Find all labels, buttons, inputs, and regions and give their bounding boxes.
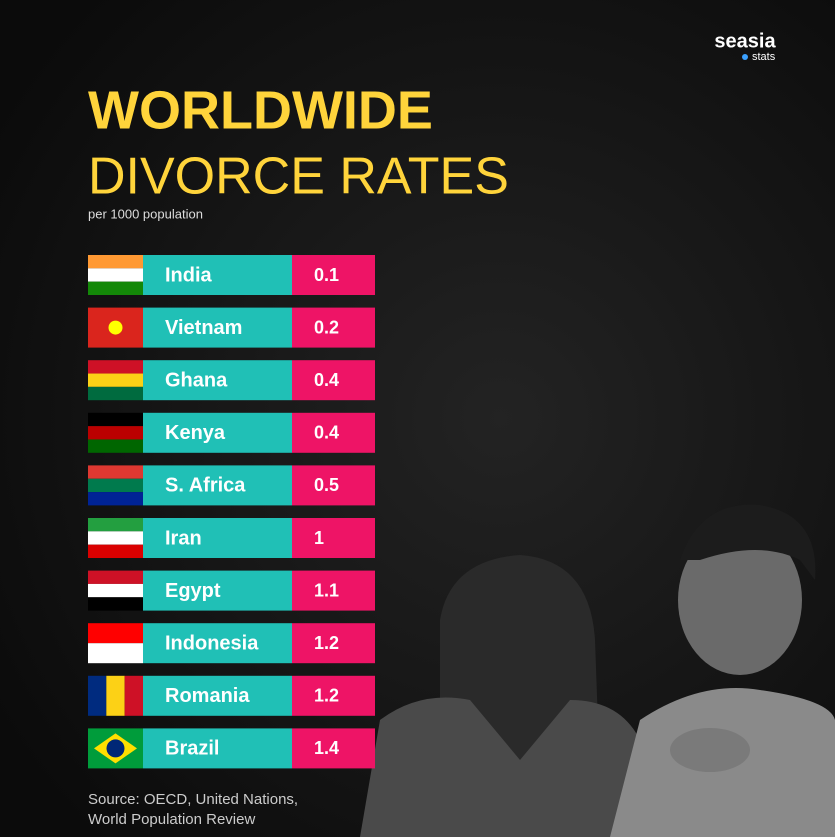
flag-stripe — [88, 465, 143, 479]
flag-stripe — [88, 386, 143, 401]
name-cell — [143, 623, 292, 664]
flag-stripe — [88, 623, 143, 644]
flag-stripe — [88, 268, 143, 282]
flag-stripe — [88, 675, 107, 716]
flag-stripe — [88, 583, 143, 598]
value-cell — [292, 623, 375, 664]
value-cell — [292, 728, 375, 769]
value-cell — [292, 412, 375, 453]
divorce-rate: 1.4 — [314, 738, 339, 758]
flag-stripe — [88, 597, 143, 611]
country-name: India — [165, 264, 213, 286]
photo — [360, 504, 835, 837]
name-cell — [143, 570, 292, 611]
flag-stripe — [88, 426, 143, 440]
flag-stripe — [106, 675, 125, 716]
flag-stripe — [88, 570, 143, 584]
logo-dot — [742, 54, 748, 60]
value-cell — [292, 465, 375, 506]
name-cell — [143, 465, 292, 506]
value-cell — [292, 307, 375, 348]
divorce-rate: 0.2 — [314, 317, 339, 337]
flag-stripe — [88, 518, 143, 532]
name-cell — [143, 255, 292, 295]
name-cell — [143, 307, 292, 348]
country-name: Ghana — [165, 369, 228, 391]
flag-stripe — [88, 478, 143, 493]
divorce-rate: 1 — [314, 528, 324, 548]
flag-stripe — [88, 373, 143, 387]
value-cell — [292, 570, 375, 611]
flag-globe — [106, 739, 125, 758]
flag-stripe — [88, 255, 143, 269]
country-name: S. Africa — [165, 475, 246, 497]
name-cell — [143, 728, 292, 769]
country-name: Brazil — [165, 738, 219, 760]
title: WORLDWIDE — [88, 80, 433, 140]
flag-stripe — [88, 439, 143, 453]
divorce-rate: 0.1 — [314, 265, 339, 285]
logo-name: seasia — [714, 30, 776, 52]
divorce-rate: 1.2 — [314, 633, 339, 653]
source: Source: OECD, United Nations, — [88, 791, 298, 808]
flag-stripe — [88, 643, 143, 664]
divorce-rate: 0.5 — [314, 475, 339, 495]
country-name: Romania — [165, 685, 250, 707]
divorce-rate: 1.2 — [314, 686, 339, 706]
flag-stripe — [88, 412, 143, 427]
flag-stripe — [124, 675, 143, 716]
value-cell — [292, 255, 375, 295]
flag-star — [108, 320, 123, 335]
logo-tag: stats — [752, 51, 776, 63]
name-cell — [143, 675, 292, 716]
source: World Population Review — [88, 811, 255, 828]
flag-stripe — [88, 281, 143, 295]
divorce-rate: 0.4 — [314, 423, 339, 443]
country-name: Vietnam — [165, 317, 242, 339]
divorce-rate: 0.4 — [314, 370, 339, 390]
country-name: Egypt — [165, 580, 221, 602]
subtitle: DIVORCE RATES — [88, 148, 509, 206]
unit-note: per 1000 population — [88, 206, 203, 221]
divorce-rate: 1.1 — [314, 580, 339, 600]
country-name: Kenya — [165, 422, 226, 444]
name-cell — [143, 518, 292, 558]
flag-stripe — [88, 360, 143, 374]
name-cell — [143, 412, 292, 453]
value-cell — [292, 675, 375, 716]
value-cell — [292, 360, 375, 401]
flag-stripe — [88, 531, 143, 545]
country-name: Indonesia — [165, 632, 259, 654]
flag-stripe — [88, 544, 143, 558]
name-cell — [143, 360, 292, 401]
flag-stripe — [88, 492, 143, 506]
country-name: Iran — [165, 527, 202, 549]
value-cell — [292, 518, 375, 558]
